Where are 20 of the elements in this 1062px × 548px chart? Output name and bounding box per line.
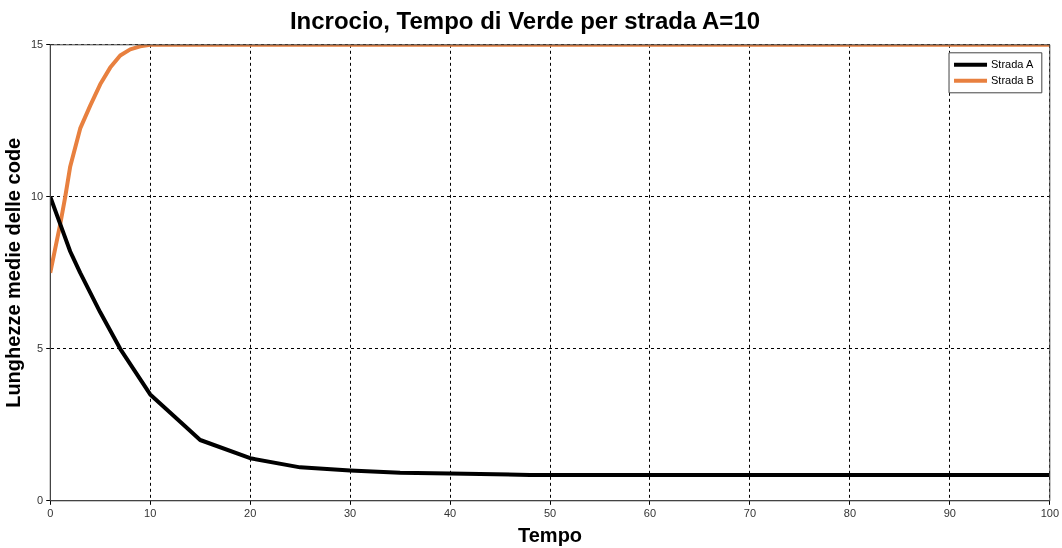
x-tick-label: 70: [743, 507, 757, 520]
y-tick-label: 5: [37, 341, 44, 354]
x-tick-label: 40: [443, 507, 457, 520]
y-tick-label: 0: [37, 493, 44, 506]
x-tick-label: 10: [144, 507, 157, 520]
chart-title: Incrocio, Tempo di Verde per strada A=10: [289, 7, 761, 35]
y-axis-title: Lunghezze medie delle code: [1, 137, 24, 408]
x-tick-label: 0: [47, 507, 54, 520]
x-tick-label: 50: [543, 507, 557, 520]
x-tick-label: 80: [843, 507, 857, 520]
x-tick-label: 100: [1040, 507, 1059, 520]
legend-label: Strada A: [991, 57, 1034, 70]
legend-label: Strada B: [991, 73, 1034, 86]
y-tick-label: 15: [30, 37, 44, 50]
x-tick-label: 60: [643, 507, 657, 520]
x-tick-label: 20: [244, 507, 257, 520]
x-axis-title: Tempo: [517, 523, 583, 546]
x-tick-label: 30: [343, 507, 357, 520]
y-tick-label: 10: [30, 189, 44, 202]
x-tick-label: 90: [943, 507, 956, 520]
